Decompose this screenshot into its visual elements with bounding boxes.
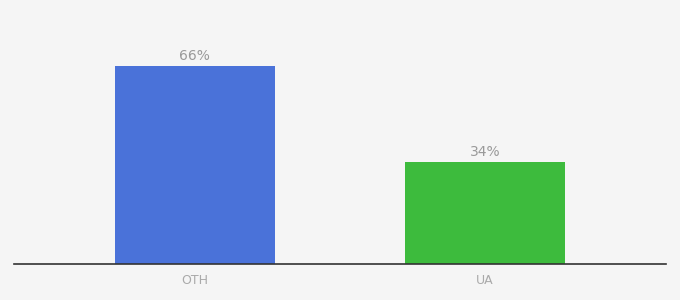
Text: 34%: 34% (470, 145, 500, 159)
Bar (115, 66, 275, 264)
Text: 66%: 66% (180, 49, 210, 63)
Bar (405, 162, 565, 264)
